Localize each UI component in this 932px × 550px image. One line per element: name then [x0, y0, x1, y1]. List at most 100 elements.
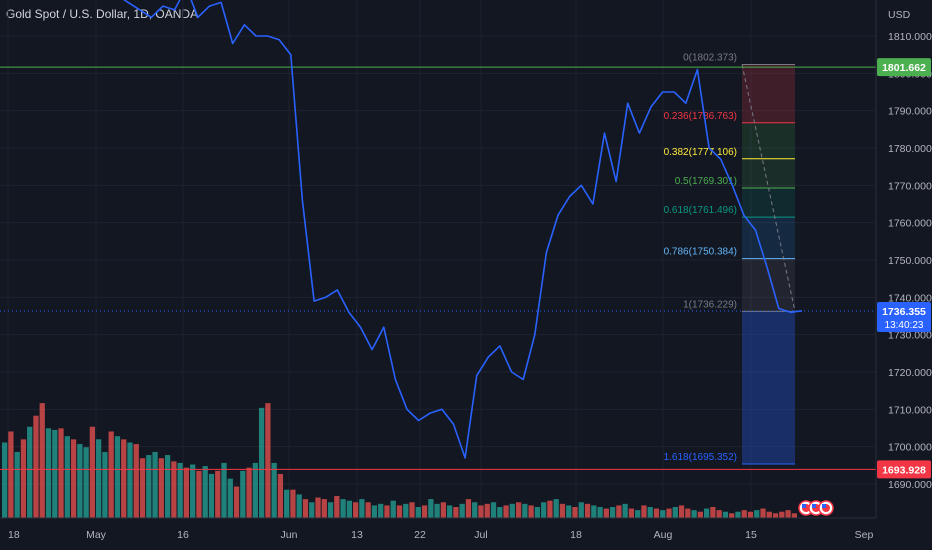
event-markers[interactable]: [798, 500, 834, 516]
y-tick-label: 1720.000: [888, 367, 932, 379]
volume-bar: [233, 486, 240, 518]
y-tick-label: 1750.000: [888, 255, 932, 267]
time-axis[interactable]: 18 May 16 Jun 13 22 Jul 18 Aug 15 Sep: [0, 517, 932, 550]
volume-bar: [716, 510, 722, 518]
volume-bar: [597, 506, 603, 518]
volume-bar: [302, 499, 309, 518]
fib-level-label: 0.618(1761.496): [664, 205, 737, 216]
volume-bar: [735, 511, 741, 518]
volume-bar: [678, 505, 685, 518]
volume-bar: [114, 436, 121, 518]
fibonacci-retracement[interactable]: 0(1802.373) 0.236(1786.763) 0.382(1777.106…: [664, 52, 796, 465]
y-tick-label: 1760.000: [888, 218, 932, 230]
volume-bar: [415, 506, 421, 518]
y-tick-label: 1730.000: [888, 330, 932, 342]
volume-bar: [102, 451, 108, 518]
volume-bar: [190, 464, 196, 518]
volume-bar: [710, 506, 716, 518]
fib-level-label: 0.786(1750.384): [664, 247, 737, 258]
volume-bar: [660, 510, 666, 518]
volume-bar: [177, 462, 183, 518]
us-event-flag-icon[interactable]: [818, 500, 834, 516]
y-tick-label: 1790.000: [888, 106, 932, 118]
y-tick-label: 1810.000: [888, 31, 932, 43]
volume-bar: [252, 462, 258, 518]
volume-bars: [2, 403, 797, 518]
volume-bar: [240, 470, 246, 518]
volume-bar: [365, 502, 371, 518]
price-line: [123, 0, 803, 459]
y-tick-label: 1700.000: [888, 442, 932, 454]
fib-level-label: 1(1736.229): [683, 299, 737, 310]
volume-bar: [290, 489, 296, 518]
volume-bar: [741, 510, 747, 518]
current-price-label: 1736.355: [882, 306, 926, 318]
x-tick-label: Aug: [654, 529, 673, 541]
volume-bar: [515, 502, 522, 518]
volume-bar: [509, 503, 515, 518]
volume-bar: [327, 502, 334, 518]
volume-bar: [58, 428, 64, 518]
volume-bar: [127, 442, 133, 518]
volume-bar: [202, 466, 208, 518]
flag-canton: [822, 504, 826, 508]
volume-bar: [541, 502, 547, 518]
x-tick-label: 22: [414, 529, 426, 541]
volume-bar: [378, 503, 384, 518]
volume-bar: [785, 510, 791, 518]
fib-zone: [742, 122, 795, 159]
volume-bar: [108, 431, 114, 518]
grid-lines: [0, 0, 876, 518]
countdown-label: 13:40:23: [885, 320, 924, 331]
x-tick-label: 15: [745, 529, 757, 541]
volume-bar: [559, 503, 566, 518]
volume-bar: [208, 473, 215, 518]
volume-bar: [164, 455, 171, 518]
volume-bar: [2, 442, 8, 518]
volume-bar: [779, 511, 785, 518]
horizontal-lines[interactable]: [0, 66, 876, 470]
volume-bar: [271, 462, 277, 518]
volume-bar: [246, 467, 252, 518]
volume-bar: [121, 439, 127, 518]
volume-bar: [340, 499, 346, 518]
volume-bar: [528, 505, 534, 518]
y-tick-label: 1740.000: [888, 292, 932, 304]
fib-level-label: 0(1802.373): [683, 52, 737, 63]
volume-bar: [685, 508, 691, 518]
volume-bar: [315, 497, 321, 518]
volume-bar: [729, 513, 735, 518]
chart-title: Gold Spot / U.S. Dollar, 1D, OANDA: [6, 7, 199, 21]
volume-bar: [472, 502, 478, 518]
price-tag: [877, 58, 931, 77]
volume-bar: [334, 495, 340, 518]
price-tag-label: 1693.928: [882, 464, 926, 476]
volume-bar: [584, 503, 591, 518]
volume-bar: [616, 505, 622, 518]
volume-bar: [484, 503, 490, 518]
volume-bar: [428, 499, 434, 518]
volume-bar: [196, 470, 202, 518]
volume-bar: [459, 503, 465, 518]
volume-bar: [8, 431, 14, 518]
volume-bar: [309, 502, 315, 518]
volume-bar: [20, 439, 27, 518]
volume-bar: [384, 505, 390, 518]
volume-bar: [277, 473, 284, 518]
volume-bar: [647, 506, 653, 518]
volume-bar: [14, 451, 20, 518]
y-tick-label: 1690.000: [888, 479, 932, 491]
current-price-tag: [877, 301, 931, 332]
volume-bar: [321, 499, 327, 518]
price-tag-label: 1801.662: [882, 62, 926, 74]
volume-bar: [396, 505, 403, 518]
volume-bar: [522, 503, 528, 518]
volume-bar: [591, 505, 597, 518]
fib-zone: [742, 258, 795, 312]
flag-canton: [812, 504, 816, 508]
volume-bar: [691, 510, 697, 518]
price-axis[interactable]: USD 1690.000 1700.000 1710.000 1720.000 1730…: [875, 0, 932, 518]
volume-bar: [284, 489, 290, 518]
volume-bar: [296, 494, 302, 518]
